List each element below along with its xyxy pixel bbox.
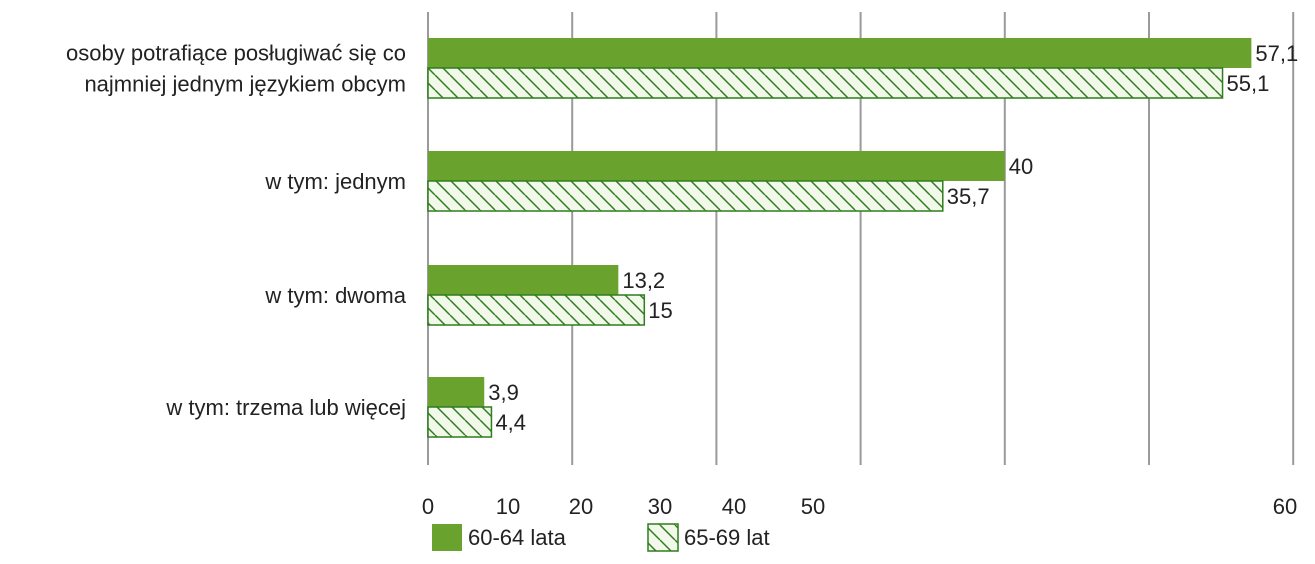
x-tick-label: 30: [648, 494, 672, 519]
x-tick-label: 0: [422, 494, 434, 519]
value-label: 4,4: [495, 410, 526, 435]
category-label: osoby potrafiące posługiwać się co: [66, 41, 406, 66]
bar-65-69-cat3: [427, 406, 493, 438]
value-label: 15: [648, 298, 672, 323]
legend: 60-64 lata 65-69 lat: [432, 523, 770, 552]
value-label: 13,2: [622, 268, 665, 293]
bar-65-69-cat0: [427, 67, 1224, 99]
bars: [427, 38, 1252, 438]
bar-60-64-cat1: [428, 151, 1005, 181]
category-label: najmniej jednym językiem obcym: [84, 72, 406, 97]
bar-65-69-cat2: [427, 294, 646, 326]
value-label: 57,1: [1255, 41, 1298, 66]
x-tick-label: 20: [569, 494, 593, 519]
value-labels: 57,1 55,1 40 35,7 13,2 15 3,9 4,4: [488, 41, 1298, 435]
value-label: 55,1: [1227, 71, 1270, 96]
x-tick-label: 50: [801, 494, 825, 519]
x-tick-label: 40: [722, 494, 746, 519]
bar-60-64-cat0: [428, 38, 1252, 68]
legend-swatch-60-64: [432, 524, 462, 551]
category-label: w tym: trzema lub więcej: [165, 395, 406, 420]
category-labels: osoby potrafiące posługiwać się co najmni…: [66, 41, 407, 421]
category-label: w tym: jednym: [264, 169, 406, 194]
category-label: w tym: dwoma: [264, 283, 406, 308]
bar-60-64-cat2: [428, 265, 619, 295]
x-tick-label: 10: [496, 494, 520, 519]
legend-swatch-65-69: [647, 523, 679, 552]
bar-60-64-cat3: [428, 377, 485, 407]
x-tick-labels: 0 10 20 30 40 50 60: [422, 494, 1297, 519]
value-label: 40: [1009, 154, 1033, 179]
bar-65-69-cat1: [427, 180, 944, 212]
legend-label: 65-69 lat: [684, 525, 770, 550]
legend-label: 60-64 lata: [468, 525, 567, 550]
value-label: 35,7: [947, 184, 990, 209]
x-tick-label: 60: [1273, 494, 1297, 519]
value-label: 3,9: [488, 380, 519, 405]
